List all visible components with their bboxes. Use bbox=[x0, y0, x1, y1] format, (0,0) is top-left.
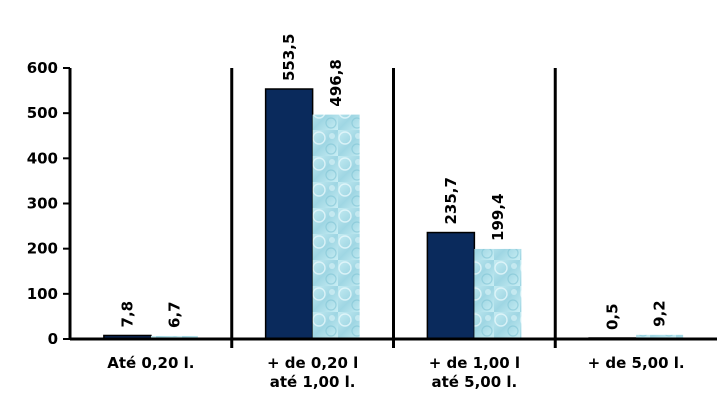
group-separators bbox=[230, 68, 557, 348]
x-category-label: até 5,00 l. bbox=[431, 373, 517, 391]
data-label-series1-cat4: 0,5 bbox=[604, 303, 622, 330]
bar-series2-cat3 bbox=[474, 248, 522, 339]
data-labels: 7,8 6,7 553,5 496,8 235,7 199,4 0,5 9,2 bbox=[118, 34, 668, 330]
bar-series2-cat4 bbox=[636, 334, 684, 339]
bar-series2-cat1 bbox=[150, 335, 198, 339]
x-category-label: + de 1,00 l bbox=[429, 354, 520, 372]
data-label-series2-cat3: 199,4 bbox=[489, 193, 507, 240]
data-label-series1-cat2: 553,5 bbox=[280, 34, 298, 81]
y-tick-label: 500 bbox=[27, 104, 58, 122]
bar-series1-cat2 bbox=[264, 88, 314, 340]
data-label-series2-cat2: 496,8 bbox=[327, 59, 345, 106]
y-tick-label: 400 bbox=[27, 149, 58, 167]
data-label-series1-cat1: 7,8 bbox=[118, 301, 136, 328]
data-label-series1-cat3: 235,7 bbox=[442, 177, 460, 224]
bar-series1-cat3 bbox=[426, 231, 476, 340]
y-tick-label: 600 bbox=[27, 59, 58, 77]
y-tick-label: 0 bbox=[48, 330, 58, 348]
x-category-label: Até 0,20 l. bbox=[107, 354, 194, 372]
data-label-series2-cat4: 9,2 bbox=[651, 300, 669, 327]
y-axis: 0 100 200 300 400 500 600 bbox=[27, 59, 72, 348]
bars bbox=[103, 88, 684, 340]
y-tick-label: 200 bbox=[27, 240, 58, 258]
bar-series2-cat2 bbox=[312, 114, 360, 339]
x-category-label: até 1,00 l. bbox=[270, 373, 356, 391]
data-label-series2-cat1: 6,7 bbox=[165, 301, 183, 328]
x-category-label: + de 5,00 l. bbox=[588, 354, 685, 372]
x-category-label: + de 0,20 l bbox=[267, 354, 358, 372]
y-tick-label: 300 bbox=[27, 195, 58, 213]
y-tick-label: 100 bbox=[27, 285, 58, 303]
